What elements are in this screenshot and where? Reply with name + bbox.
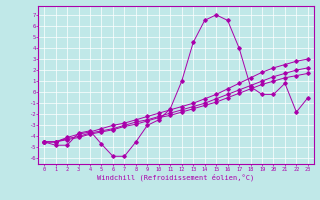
X-axis label: Windchill (Refroidissement éolien,°C): Windchill (Refroidissement éolien,°C) [97,173,255,181]
